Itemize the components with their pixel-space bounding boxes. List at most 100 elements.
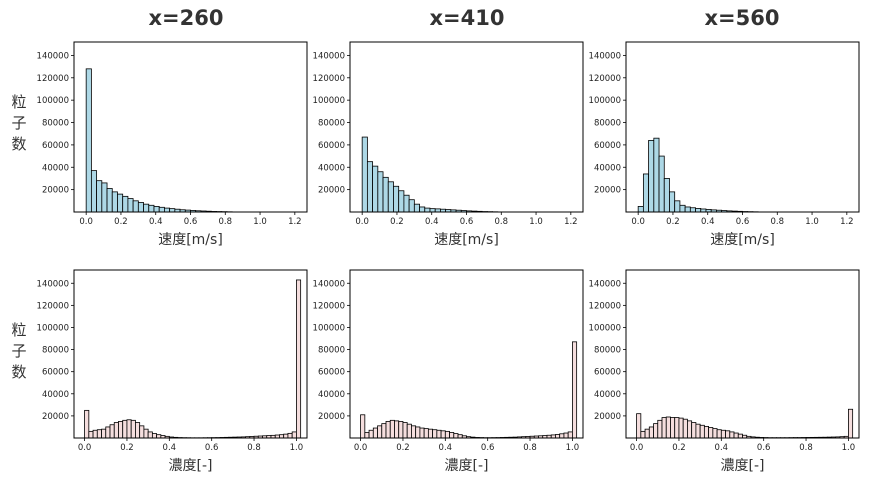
histogram-bar	[153, 206, 160, 213]
histogram-bar	[368, 429, 374, 439]
histogram-bar	[88, 430, 94, 439]
histogram-bar	[716, 429, 722, 439]
histogram-bar	[679, 204, 686, 213]
histogram-bar	[695, 208, 702, 213]
histogram-bar	[137, 202, 144, 213]
histogram-bar	[106, 188, 113, 213]
histogram-bar	[563, 432, 569, 439]
velocity-histogram-x560: 20000 40000 60000 80000 100000 120000 140000 0.…	[589, 41, 860, 248]
x-tick-label: 0.6	[481, 443, 495, 453]
y-tick-label: 20000	[42, 186, 69, 196]
column-title-3: x=560	[704, 6, 780, 30]
histogram-bar	[699, 424, 705, 439]
y-tick-label: 100000	[589, 323, 621, 333]
histogram-bar	[96, 429, 102, 439]
histogram-bar	[366, 161, 374, 213]
y-tick-label: 120000	[313, 301, 345, 311]
histogram-bar	[394, 420, 400, 439]
histogram-bar	[411, 425, 417, 439]
histogram-bar	[143, 203, 150, 213]
histogram-bar	[661, 417, 667, 439]
y-tick-label: 80000	[318, 346, 345, 356]
histogram-bar	[118, 421, 124, 439]
histogram-bar	[720, 429, 726, 439]
y-tick-label: 100000	[37, 96, 69, 106]
histogram-bar	[101, 182, 108, 213]
x-tick-label: 0.8	[219, 217, 233, 227]
x-tick-label: 0.0	[78, 443, 92, 453]
histogram-bar	[92, 429, 98, 439]
histogram-bar	[663, 178, 670, 213]
y-tick-label: 40000	[318, 390, 345, 400]
histogram-bar	[151, 433, 158, 439]
histogram-bar	[674, 417, 680, 439]
histogram-bar	[429, 208, 436, 213]
histogram-bar	[682, 418, 688, 439]
histogram-bar	[158, 206, 165, 213]
histogram-bar	[84, 409, 90, 439]
x-tick-label: 0.4	[149, 217, 163, 227]
y-tick-label: 60000	[594, 141, 621, 151]
y-tick-label: 140000	[589, 51, 621, 61]
histogram-bar	[143, 428, 149, 439]
x-tick-label: 1.0	[805, 217, 819, 227]
x-axis-label: 速度[m/s]	[158, 232, 223, 248]
x-tick-label: 0.8	[799, 443, 813, 453]
axes-frame	[73, 269, 308, 439]
histogram-bar	[372, 427, 378, 439]
y-tick-label: 80000	[594, 346, 621, 356]
histogram-bar	[703, 425, 710, 439]
y-tick-label: 20000	[594, 186, 621, 196]
y-tick-label: 140000	[313, 279, 345, 289]
histogram-bar	[109, 424, 115, 439]
histogram-bar	[687, 420, 693, 439]
concentration-histogram-x260: 20000 40000 60000 80000 100000 120000 140000 0.…	[37, 269, 308, 474]
concentration-histogram-x560: 20000 40000 60000 80000 100000 120000 140000 0.…	[589, 269, 860, 474]
x-tick-label: 0.4	[701, 217, 715, 227]
histogram-bar	[139, 425, 145, 439]
histogram-bar	[691, 422, 697, 439]
histogram-bar	[126, 419, 132, 439]
y-tick-label: 60000	[594, 368, 621, 378]
row-label-char: 数	[11, 363, 27, 381]
histogram-bar	[729, 431, 735, 439]
x-tick-label: 0.6	[205, 443, 219, 453]
histogram-bar	[122, 419, 128, 439]
x-tick-label: 1.0	[842, 443, 856, 453]
axes-frame	[349, 269, 584, 439]
velocity-histogram-x260: 20000 40000 60000 80000 100000 120000 140000 0.…	[37, 41, 308, 248]
row-label-top: 粒 子 数	[8, 92, 30, 155]
histogram-bar	[449, 432, 455, 439]
x-tick-label: 1.2	[288, 217, 302, 227]
histogram-bar	[669, 191, 676, 213]
histogram-bar	[147, 431, 153, 439]
column-title-1: x=260	[148, 6, 224, 30]
histogram-bars	[636, 408, 854, 439]
histogram-bar	[413, 203, 420, 213]
histogram-bar	[670, 417, 676, 439]
histogram-bar	[653, 137, 660, 213]
histogram-bar	[402, 422, 408, 439]
histogram-bar	[387, 181, 394, 213]
histogram-bar	[90, 170, 98, 213]
histogram-bar	[444, 430, 450, 439]
histogram-bar	[432, 429, 438, 439]
histogram-bar	[419, 206, 426, 213]
histogram-bars	[637, 137, 759, 213]
y-tick-label: 20000	[318, 412, 345, 422]
x-tick-label: 0.2	[396, 443, 410, 453]
y-tick-label: 120000	[313, 74, 345, 84]
histogram-bar	[130, 419, 136, 439]
y-tick-label: 120000	[37, 301, 69, 311]
histogram-bar	[637, 206, 644, 213]
x-tick-label: 1.0	[290, 443, 304, 453]
histogram-bar	[415, 426, 421, 439]
x-tick-label: 0.2	[114, 217, 128, 227]
histogram-bar	[403, 194, 410, 213]
histogram-bar	[381, 423, 387, 439]
y-tick-label: 60000	[318, 141, 345, 151]
histogram-bar	[440, 430, 446, 439]
x-tick-label: 0.6	[184, 217, 198, 227]
histogram-bar	[164, 207, 171, 213]
axes-frame	[625, 269, 860, 439]
